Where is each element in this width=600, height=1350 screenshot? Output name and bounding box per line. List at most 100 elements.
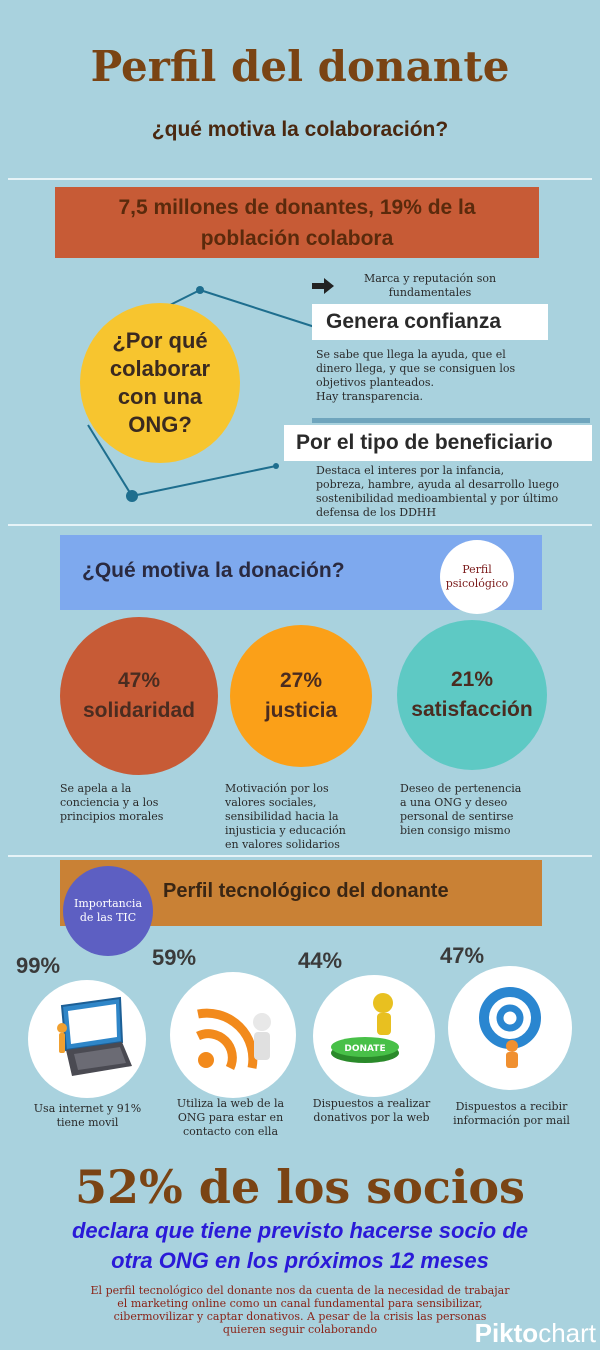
desc-line: personal de sentirse [400, 810, 514, 823]
justice-description: Motivación por los valores sociales, sen… [225, 782, 385, 852]
section-divider [8, 178, 592, 180]
conclusion-line: El perfil tecnológico del donante nos da… [90, 1284, 510, 1297]
desc-line: Motivación por los [225, 782, 329, 795]
donate-caption: Dispuestos a realizar donativos por la w… [304, 1097, 439, 1125]
solidarity-label: solidaridad [82, 699, 196, 722]
desc-line: injusticia y educación [225, 824, 346, 837]
justice-percent: 27% [279, 669, 323, 692]
partners-statement: declara que tiene previsto hacerse socio… [0, 1216, 600, 1276]
email-circle [448, 966, 572, 1090]
web-percent: 59% [152, 945, 197, 970]
solidarity-description: Se apela a la conciencia y a los princip… [60, 782, 210, 824]
desc-line: principios morales [60, 810, 164, 823]
rss-icon [196, 1008, 271, 1070]
beneficiary-accent-bar [312, 418, 590, 423]
conclusion-line: el marketing online como un canal fundam… [117, 1297, 483, 1310]
email-caption: Dispuestos a recibir información por mai… [444, 1100, 579, 1128]
badge-line1: Perfil [462, 563, 492, 576]
conclusion-line: quieren seguir colaborando [222, 1323, 378, 1336]
satisfaction-circle: 21% satisfacción [397, 620, 547, 770]
beneficiary-line: pobreza, hambre, ayuda al desarrollo lue… [316, 478, 560, 491]
beneficiary-line: sostenibilidad medioambiental y por últi… [316, 492, 559, 505]
psychological-profile-badge: Perfil psicológico [440, 540, 514, 614]
beneficiary-description: Destaca el interes por la infancia, pobr… [316, 464, 586, 520]
why-line-1: ¿Por qué [112, 328, 208, 353]
ict-badge-line2: de las TIC [79, 911, 137, 924]
internet-caption: Usa internet y 91% tiene movil [20, 1102, 155, 1130]
conclusion-text: El perfil tecnológico del donante nos da… [60, 1284, 540, 1336]
donate-percent: 44% [298, 948, 343, 973]
trust-description: Se sabe que llega la ayuda, que el diner… [316, 348, 556, 404]
reputation-note-line2: fundamentales [388, 286, 472, 299]
partners-headline: 52% de los socios [75, 1160, 525, 1214]
conclusion-line: cibermovilizar y captar donativos. A pes… [113, 1310, 487, 1323]
solidarity-percent: 47% [117, 669, 161, 692]
donate-button-icon: DONATE [331, 993, 399, 1063]
reputation-note-line1: Marca y reputación son [363, 272, 497, 285]
desc-line: valores sociales, [225, 796, 317, 809]
partners-line1: declara que tiene previsto hacerse socio… [71, 1218, 529, 1243]
badge-line2: psicológico [445, 577, 509, 590]
ict-badge-line1: Importancia [74, 897, 142, 910]
trust-line: Hay transparencia. [316, 390, 424, 403]
brand-bold: Pikto [474, 1318, 539, 1348]
internet-percent: 99% [16, 953, 61, 978]
email-percent: 47% [440, 943, 485, 968]
caption-line: tiene movil [56, 1116, 119, 1129]
desc-line: Deseo de pertenencia [400, 782, 522, 795]
reputation-note: Marca y reputación son fundamentales [340, 272, 520, 300]
caption-line: información por mail [453, 1114, 570, 1127]
why-line-4: ONG? [128, 412, 192, 437]
ict-importance-badge: Importancia de las TIC [63, 866, 153, 956]
piktochart-logo: Piktochart [475, 1318, 596, 1349]
satisfaction-label: satisfacción [411, 698, 533, 721]
page-title: Perfil del donante [90, 42, 510, 91]
donate-button-text: DONATE [344, 1044, 385, 1054]
motivation-title: ¿Qué motiva la donación? [82, 559, 345, 582]
why-line-3: con una [117, 384, 203, 409]
caption-line: ONG para estar en [177, 1111, 284, 1124]
why-line-2: colaborar [109, 356, 211, 381]
why-collaborate-circle: ¿Por qué colaborar con una ONG? [80, 303, 240, 463]
brand-rest: chart [538, 1318, 596, 1348]
desc-line: conciencia y a los [60, 796, 159, 809]
desc-line: en valores solidarios [225, 838, 340, 851]
laptop-icon [57, 996, 132, 1076]
justice-circle: 27% justicia [230, 625, 372, 767]
caption-line: Utiliza la web de la [176, 1097, 285, 1110]
justice-label: justicia [264, 699, 338, 722]
section-divider [8, 855, 592, 857]
trust-line: dinero llega, y que se consiguen los [316, 362, 516, 375]
partners-line2: otra ONG en los próximos 12 meses [111, 1248, 489, 1273]
arrow-right-icon [312, 278, 334, 294]
solidarity-circle: 47% solidaridad [60, 617, 218, 775]
desc-line: Se apela a la [60, 782, 132, 795]
beneficiary-line: defensa de los DDHH [316, 506, 437, 519]
caption-line: contacto con ella [182, 1125, 278, 1138]
laptop-circle [28, 980, 146, 1098]
trust-line: Se sabe que llega la ayuda, que el [316, 348, 506, 361]
donate-circle: DONATE [313, 975, 435, 1097]
web-caption: Utiliza la web de la ONG para estar en c… [163, 1097, 298, 1139]
page-subtitle: ¿qué motiva la colaboración? [151, 118, 449, 141]
beneficiary-heading: Por el tipo de beneficiario [284, 425, 592, 461]
trust-line: objetivos planteados. [316, 376, 434, 389]
desc-line: a una ONG y deseo [400, 796, 508, 809]
donors-banner-line1: 7,5 millones de donantes, 19% de la [118, 196, 476, 219]
section-divider [8, 524, 592, 526]
satisfaction-description: Deseo de pertenencia a una ONG y deseo p… [400, 782, 560, 838]
desc-line: sensibilidad hacia la [225, 810, 339, 823]
caption-line: Usa internet y 91% [33, 1102, 142, 1115]
beneficiary-line: Destaca el interes por la infancia, [316, 464, 505, 477]
desc-line: bien consigo mismo [400, 824, 511, 837]
donors-banner-line2: población colabora [200, 227, 394, 250]
caption-line: Dispuestos a recibir [455, 1100, 568, 1113]
satisfaction-percent: 21% [450, 668, 494, 691]
connector-lines [87, 286, 319, 502]
tech-title: Perfil tecnológico del donante [163, 880, 449, 902]
trust-heading: Genera confianza [312, 304, 548, 340]
rss-circle [170, 972, 296, 1098]
email-at-icon [479, 987, 541, 1068]
donors-banner: 7,5 millones de donantes, 19% de la pobl… [55, 187, 539, 258]
caption-line: Dispuestos a realizar [312, 1097, 431, 1110]
